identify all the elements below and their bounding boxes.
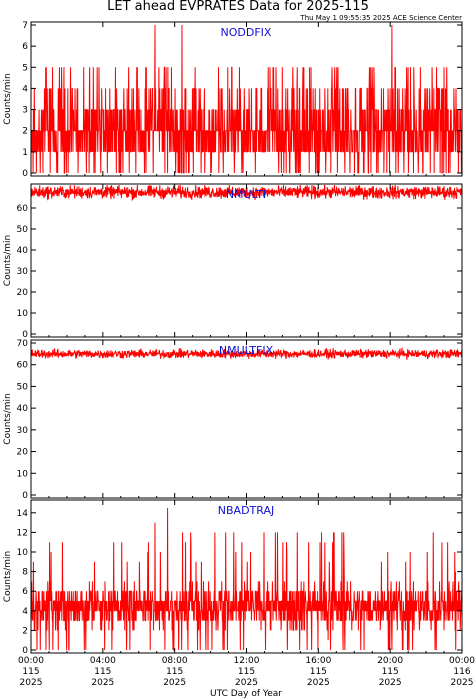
y-tick-label: 10	[17, 548, 29, 558]
y-tick-label: 2	[22, 626, 28, 636]
y-tick-label: 2	[22, 127, 28, 137]
y-tick-label: 6	[22, 587, 28, 597]
x-tick-label-time: 00:00	[18, 656, 44, 666]
x-axis-label: UTC Day of Year	[210, 689, 282, 699]
x-tick-label-time: 20:00	[377, 656, 403, 666]
y-tick-label: 50	[17, 225, 29, 235]
y-tick-label: 0	[22, 646, 28, 656]
x-tick-label-year: 2025	[235, 678, 258, 688]
y-axis-label: Counts/min	[3, 235, 13, 286]
x-tick-label-time: 16:00	[305, 656, 331, 666]
panel-label: NMULTFIX	[219, 344, 274, 357]
plot-frame	[30, 339, 463, 499]
y-tick-label: 4	[22, 84, 28, 94]
chart-title: LET ahead EVPRATES Data for 2025-115	[107, 0, 369, 14]
y-axis-label: Counts/min	[3, 551, 13, 602]
x-tick-label-time: 04:00	[90, 656, 116, 666]
y-tick-label: 3	[22, 106, 28, 116]
x-tick-label-year: 2025	[91, 678, 114, 688]
x-tick-label-year: 2025	[307, 678, 330, 688]
y-axis-label: Counts/min	[3, 73, 13, 124]
series-line-noddfix	[30, 24, 463, 174]
y-tick-label: 7	[22, 21, 28, 31]
y-tick-label: 8	[22, 568, 28, 578]
panel-label: NBADTRAJ	[218, 504, 274, 517]
x-tick-label-doy: 115	[310, 667, 327, 677]
y-tick-label: 0	[22, 491, 28, 501]
panels: 01234567Counts/minNODDFIX0102030405060Co…	[3, 21, 463, 656]
y-tick-label: 12	[17, 528, 28, 538]
y-tick-label: 10	[17, 469, 29, 479]
y-tick-label: 40	[17, 404, 29, 414]
x-tick-label-year: 2025	[379, 678, 402, 688]
panel-nbadtraj: 0 2 4 6 8 10 12 14 Counts/min NBADTRAJ	[3, 499, 463, 656]
y-tick-label: 60	[17, 361, 29, 371]
y-tick-label: 0	[22, 169, 28, 179]
x-tick-label-doy: 115	[94, 667, 111, 677]
panel-nmultfix: 0 10 20 30 40 50 60 70 Counts/min NMULTFIX	[3, 339, 463, 501]
panel-label: NMULTI	[226, 188, 266, 201]
y-tick-label: 60	[17, 204, 29, 214]
y-tick-label: 6	[22, 42, 28, 52]
y-tick-label: 30	[17, 426, 29, 436]
y-tick-label: 10	[17, 309, 29, 319]
y-tick-label: 5	[22, 63, 28, 73]
x-tick-label-doy: 115	[22, 667, 39, 677]
x-axis: 00:00115202504:00115202508:00115202512:0…	[18, 656, 475, 688]
y-tick-label: 50	[17, 382, 29, 392]
panel-nmulti: 0 10 20 30 40 50 60 Counts/min NMULTI	[3, 183, 463, 340]
x-tick-label-year: 2025	[451, 678, 474, 688]
y-tick-label: 70	[17, 339, 29, 349]
y-tick-label: 40	[17, 246, 29, 256]
x-tick-label-time: 08:00	[162, 656, 188, 666]
y-tick-label: 20	[17, 448, 29, 458]
x-tick-label-time: 00:00	[449, 656, 475, 666]
series-line-nbadtraj	[30, 507, 463, 651]
y-tick-label: 20	[17, 288, 29, 298]
y-tick-label: 14	[17, 509, 29, 519]
x-tick-label-year: 2025	[20, 678, 43, 688]
x-tick-label-doy: 115	[382, 667, 399, 677]
panel-noddfix: 0 1 2 3 4 5 6 7 Counts/min NODDFIX	[3, 21, 463, 179]
plot-frame	[30, 183, 463, 338]
x-tick-label-doy: 115	[238, 667, 255, 677]
y-tick-label: 4	[22, 607, 28, 617]
y-tick-label: 30	[17, 267, 29, 277]
x-tick-label-doy: 115	[166, 667, 183, 677]
x-tick-label-doy: 116	[453, 667, 470, 677]
generation-timestamp: Thu May 1 09:55:35 2025 ACE Science Cent…	[299, 14, 462, 22]
x-tick-label-year: 2025	[163, 678, 186, 688]
panel-label: NODDFIX	[221, 26, 272, 39]
x-tick-label-time: 12:00	[234, 656, 260, 666]
y-tick-label: 1	[22, 148, 28, 158]
y-axis-label: Counts/min	[3, 393, 13, 444]
y-tick-label: 0	[22, 330, 28, 340]
series-line-nmultfix	[30, 346, 463, 360]
